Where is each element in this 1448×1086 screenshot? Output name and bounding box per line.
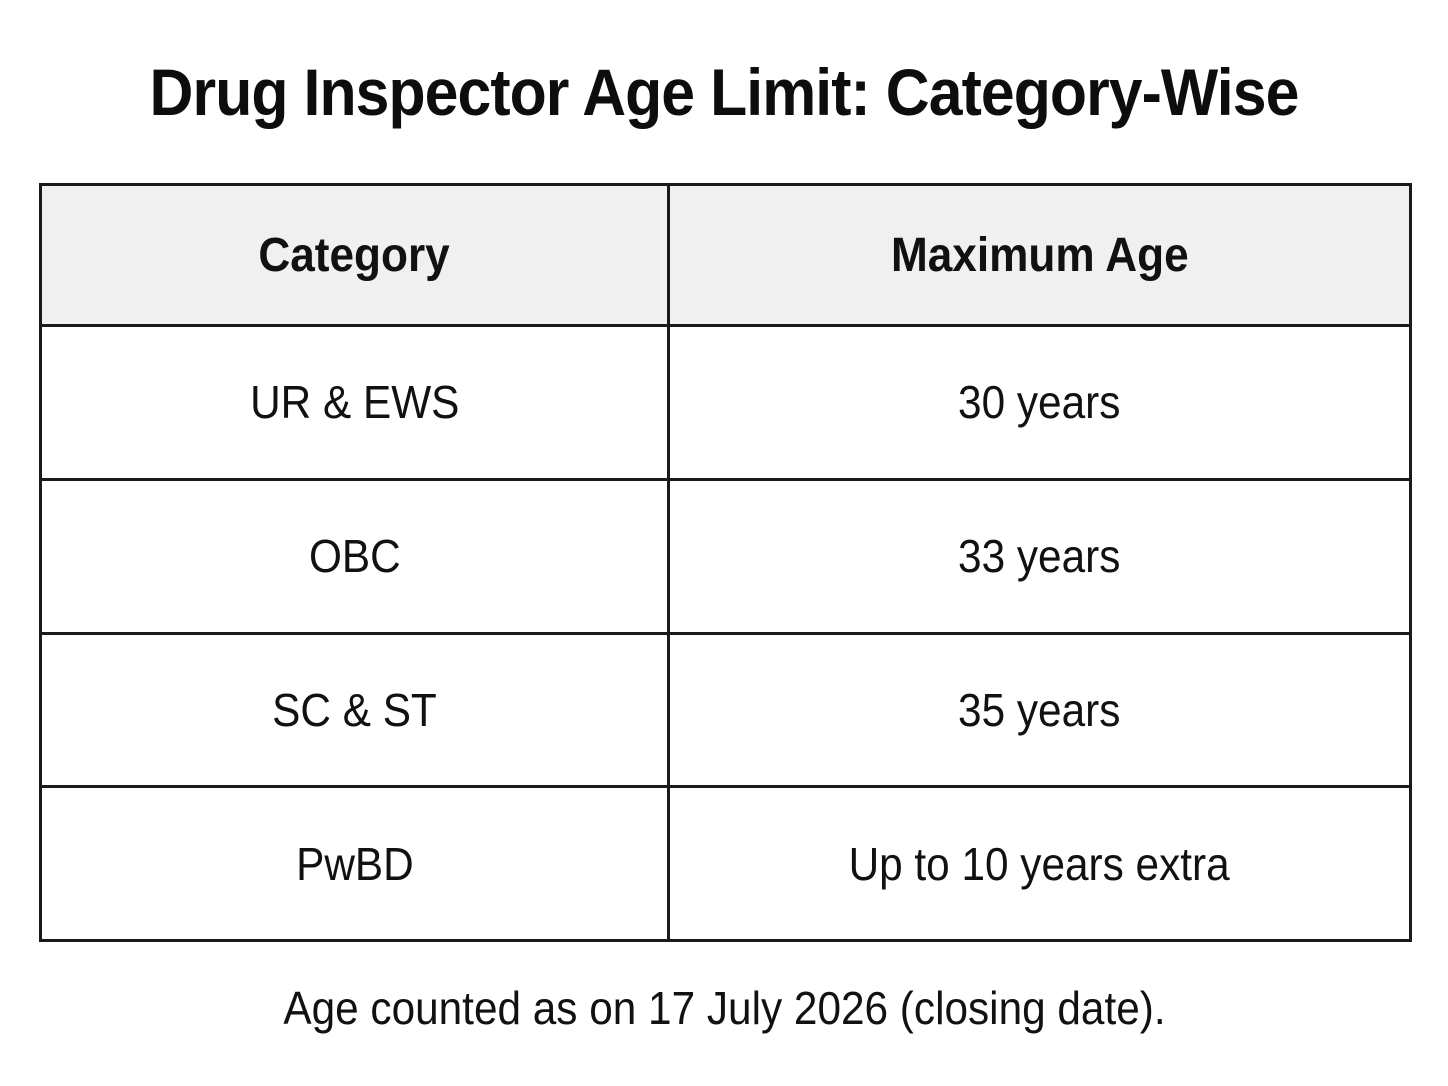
page-title: Drug Inspector Age Limit: Category-Wise: [149, 55, 1300, 129]
maximum-age-cell: 30 years: [667, 324, 1412, 481]
table-row: UR & EWS 30 years: [39, 324, 1412, 481]
footnote: Age counted as on 17 July 2026 (closing …: [0, 978, 1448, 1038]
column-header-maximum-age: Maximum Age: [667, 183, 1412, 327]
maximum-age-value: 33 years: [958, 530, 1121, 583]
column-header-maximum-age-label: Maximum Age: [890, 228, 1189, 282]
maximum-age-cell: Up to 10 years extra: [667, 785, 1412, 942]
maximum-age-value: 30 years: [958, 376, 1121, 429]
table-header-row: Category Maximum Age: [39, 183, 1412, 327]
footnote-text: Age counted as on 17 July 2026 (closing …: [282, 982, 1166, 1034]
column-header-category: Category: [39, 183, 670, 327]
table-row: SC & ST 35 years: [39, 631, 1412, 789]
category-value: SC & ST: [272, 683, 437, 736]
category-value: UR & EWS: [249, 376, 460, 429]
category-cell: OBC: [39, 477, 670, 635]
category-cell: SC & ST: [39, 631, 670, 789]
category-value: OBC: [308, 530, 401, 583]
table-row: OBC 33 years: [39, 477, 1412, 635]
maximum-age-value: 35 years: [958, 683, 1121, 736]
category-cell: PwBD: [39, 785, 670, 942]
maximum-age-value: Up to 10 years extra: [848, 837, 1231, 890]
maximum-age-cell: 35 years: [667, 631, 1412, 789]
column-header-category-label: Category: [258, 228, 451, 282]
category-value: PwBD: [295, 837, 414, 890]
age-limit-table: Category Maximum Age UR & EWS 30 years O…: [39, 183, 1412, 942]
table-row: PwBD Up to 10 years extra: [39, 785, 1412, 942]
maximum-age-cell: 33 years: [667, 477, 1412, 635]
category-cell: UR & EWS: [39, 324, 670, 481]
